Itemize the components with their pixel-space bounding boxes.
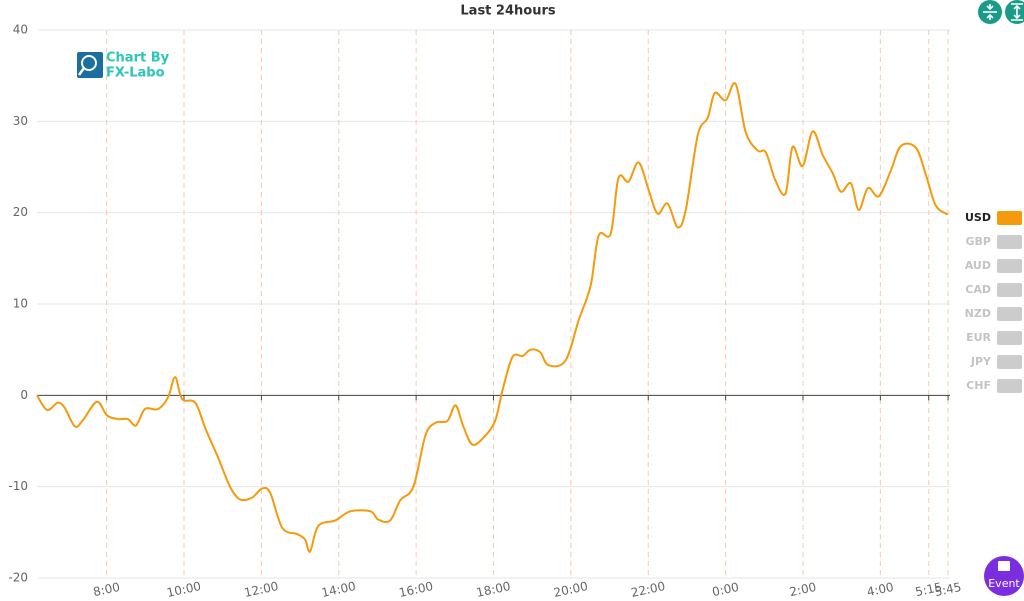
toolbar[interactable] (978, 0, 1024, 24)
legend[interactable]: USD GBP AUD CAD NZD EUR JPY CHF (965, 211, 1022, 393)
logo-handle (77, 67, 86, 76)
legend-swatch[interactable] (997, 331, 1022, 345)
legend-label[interactable]: USD (965, 211, 991, 224)
y-tick-label: 20 (13, 205, 28, 219)
line (36, 82, 949, 553)
logo-glass (81, 55, 97, 71)
x-tick-label: 16:00 (398, 579, 435, 600)
x-tick-label: 22:00 (630, 579, 667, 600)
legend-swatch[interactable] (997, 379, 1022, 393)
x-tick-label: 20:00 (552, 579, 589, 600)
legend-swatch[interactable] (997, 355, 1022, 369)
y-tick-label: -10 (8, 479, 28, 493)
x-tick-label: 12:00 (243, 579, 280, 600)
y-tick-label: 0 (20, 388, 28, 402)
icon (1011, 3, 1023, 21)
event-circle[interactable] (984, 556, 1024, 596)
legend-label[interactable]: EUR (966, 331, 991, 344)
plot: -20 -10 0 10 20 30 40 8:00 10:00 12:00 14:00 16:00 1… (8, 23, 962, 600)
legend-label[interactable]: GBP (966, 235, 991, 248)
legend-swatch[interactable] (997, 307, 1022, 321)
legend-swatch[interactable] (997, 235, 1022, 249)
event-label: Event (988, 577, 1020, 590)
expand-button[interactable] (1005, 0, 1024, 24)
watermark-text: Chart By (106, 51, 170, 66)
x-tick-label: 8:00 (92, 580, 121, 599)
x-tick-label: 5:45 (933, 580, 962, 599)
chart-title: Last 24hours (460, 4, 555, 19)
y-tick-label: 10 (13, 297, 28, 311)
watermark: Chart By FX-Labo (77, 51, 170, 81)
x-tick-label: 4:00 (866, 580, 895, 599)
y-tick-label: -20 (8, 571, 28, 585)
x-tick-label: 0:00 (711, 580, 740, 599)
watermark-text: FX-Labo (106, 66, 165, 81)
event-button[interactable]: Event (984, 556, 1024, 596)
icon (983, 4, 997, 20)
x-tick-label: 5:15 (914, 580, 943, 599)
x-tick-label: 14:00 (320, 579, 357, 600)
legend-label[interactable]: CHF (966, 379, 991, 392)
legend-label[interactable]: NZD (965, 307, 991, 320)
x-tick-label: 18:00 (475, 579, 512, 600)
legend-label[interactable]: AUD (965, 259, 991, 272)
y-tick-label: 30 (13, 114, 28, 128)
legend-swatch[interactable] (997, 211, 1022, 225)
legend-swatch[interactable] (997, 283, 1022, 297)
legend-label[interactable]: JPY (970, 355, 992, 368)
legend-swatch[interactable] (997, 259, 1022, 273)
y-tick-label: 40 (13, 23, 28, 37)
x-tick-label: 10:00 (166, 579, 203, 600)
event-icon (998, 561, 1010, 571)
legend-label[interactable]: CAD (965, 283, 991, 296)
x-tick-label: 2:00 (788, 580, 817, 599)
